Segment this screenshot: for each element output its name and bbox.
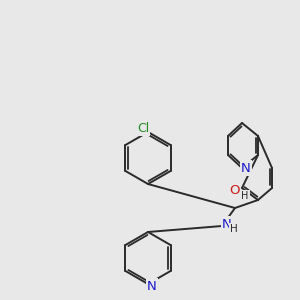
Text: O: O [229, 184, 239, 197]
Text: N: N [147, 280, 157, 292]
Text: N: N [241, 161, 251, 175]
Text: N: N [222, 218, 232, 230]
Text: Cl: Cl [137, 122, 149, 134]
Text: H: H [230, 224, 238, 234]
Text: H: H [241, 191, 249, 201]
